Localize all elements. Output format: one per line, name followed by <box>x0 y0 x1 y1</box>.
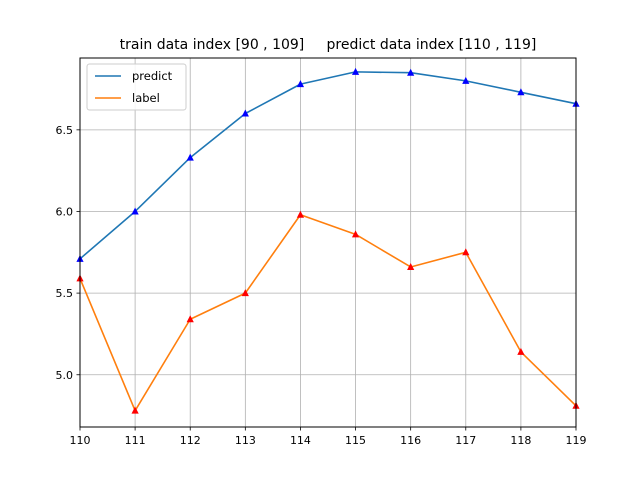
series-line-predict <box>79 71 577 260</box>
x-tick-label: 119 <box>566 434 587 447</box>
x-tick-label: 115 <box>345 434 366 447</box>
x-tick-label: 117 <box>455 434 476 447</box>
chart-title: train data index [90 , 109] predict data… <box>120 37 537 53</box>
data-point-label <box>241 289 249 297</box>
x-tick-label: 111 <box>125 434 146 447</box>
data-point-label <box>186 315 194 323</box>
plot-frame <box>79 57 577 428</box>
y-tick-label: 5.0 <box>56 369 74 382</box>
axis-ticks: 110 111 112 113 114 115 116 117 118 119 5.0 5.5 6.0 6… <box>56 124 587 447</box>
data-point-label <box>351 230 360 238</box>
data-point-label <box>407 262 415 270</box>
data-point-predict <box>131 207 139 215</box>
data-point-label <box>517 347 525 355</box>
x-tick-label: 113 <box>235 434 256 447</box>
legend: predict label <box>86 63 187 111</box>
x-tick-label: 110 <box>70 434 91 447</box>
y-tick-label: 6.0 <box>56 205 74 218</box>
x-tick-label: 118 <box>510 434 531 447</box>
data-point-predict <box>186 153 194 161</box>
x-tick-label: 114 <box>290 434 311 447</box>
x-tick-label: 116 <box>400 434 421 447</box>
legend-label-label: label <box>132 91 160 105</box>
data-point-label <box>462 248 470 256</box>
data-point-predict <box>462 76 470 84</box>
data-point-label <box>296 210 305 218</box>
series-layer <box>76 67 580 414</box>
data-point-predict <box>407 68 415 76</box>
series-line-label <box>79 213 577 412</box>
data-point-label <box>131 406 139 414</box>
x-tick-label: 112 <box>180 434 201 447</box>
data-point-predict <box>241 109 249 117</box>
data-point-predict <box>517 88 525 96</box>
legend-label-predict: predict <box>132 69 173 83</box>
data-point-predict <box>296 80 305 88</box>
grid-lines <box>79 58 577 427</box>
y-tick-label: 6.5 <box>56 124 74 137</box>
y-tick-label: 5.5 <box>56 287 74 300</box>
data-point-predict <box>351 67 360 75</box>
